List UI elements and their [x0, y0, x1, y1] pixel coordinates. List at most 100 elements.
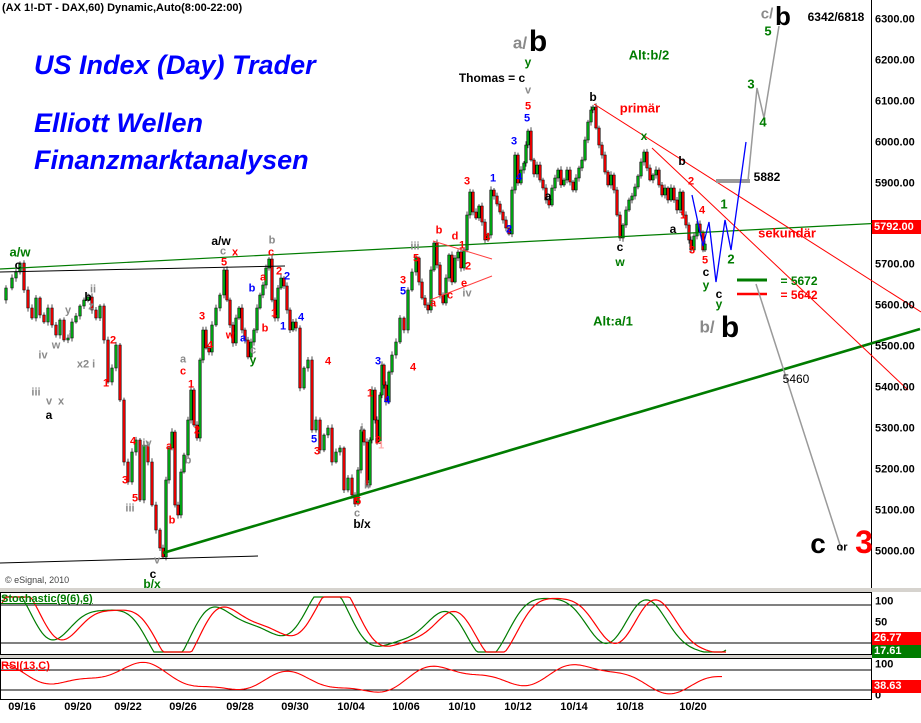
indicator-value-badge: 38.63 — [872, 680, 921, 693]
wave-label: 2 — [464, 260, 472, 273]
wave-label: 5 — [354, 495, 362, 508]
price-tick-label: 5500.00 — [875, 340, 915, 353]
wave-label: 5 — [220, 256, 228, 269]
date-tick-label: 09/26 — [169, 701, 197, 713]
wave-label: b/x — [143, 577, 161, 591]
wave-label: 4 — [324, 355, 332, 368]
chart-title: (AX 1!-DT - DAX,60) Dynamic,Auto(8:00-22… — [2, 2, 243, 14]
annotation-text: c — [810, 528, 826, 559]
indicator-axis-label: 100 — [875, 658, 894, 671]
wave-label: 1 — [102, 377, 110, 390]
wave-label: 1 — [679, 209, 687, 222]
wave-label: c — [353, 507, 361, 520]
wave-label: 3 — [688, 244, 696, 257]
date-tick-label: 09/16 — [8, 701, 36, 713]
wave-label: z — [88, 300, 94, 313]
wave-label: y — [702, 278, 710, 292]
annotation-text: Thomas = c — [458, 71, 526, 85]
indicator-axis-label: 100 — [875, 595, 894, 608]
wave-label: 1 — [377, 439, 385, 452]
wave-label: d — [451, 230, 459, 243]
wave-label: 3 — [399, 274, 407, 287]
wave-label: 5 — [399, 285, 407, 298]
rsi-indicator-label: RSI(13,C) — [1, 660, 50, 672]
wave-label: iv — [462, 287, 472, 300]
wave-label: a — [259, 271, 267, 284]
wave-label: c — [179, 365, 187, 378]
date-tick-label: 10/18 — [616, 701, 644, 713]
price-tick-label: 5100.00 — [875, 504, 915, 517]
wave-label: 1 — [187, 378, 195, 391]
price-tick-label: 5000.00 — [875, 545, 915, 558]
annotation-text: b — [775, 1, 791, 31]
wave-label: 5 — [523, 112, 531, 125]
wave-label: x — [57, 395, 65, 408]
wave-label: 2 — [374, 434, 382, 447]
wave-label: 3 — [747, 76, 755, 92]
annotation-text: 6342/6818 — [807, 10, 865, 24]
annotation-text: 5460 — [782, 372, 810, 386]
wave-label: a — [429, 297, 437, 310]
indicator-axis-label: 0 — [875, 689, 882, 702]
wave-label: 3 — [121, 474, 129, 487]
branding-line-1: US Index (Day) Trader — [34, 50, 316, 80]
price-tick-label: 5400.00 — [875, 381, 915, 394]
wave-label: w — [615, 255, 625, 269]
wave-label: 2 — [505, 223, 513, 236]
annotation-text: = 5642 — [780, 288, 818, 302]
stochastic-indicator-label: Stochastic(9(6),6) — [1, 593, 93, 605]
wave-label: 4 — [698, 204, 706, 217]
wave-label: 1 — [458, 239, 466, 252]
wave-label: 3 — [313, 445, 321, 458]
price-tick-label: 6000.00 — [875, 136, 915, 149]
wave-label: iv — [142, 437, 152, 450]
last-price-badge: 5792.00 — [872, 220, 921, 234]
wave-label: e — [460, 277, 468, 290]
wave-label: a — [669, 222, 677, 236]
date-tick-label: 10/14 — [560, 701, 588, 713]
price-tick-label: 5600.00 — [875, 299, 915, 312]
wave-label: 5 — [412, 252, 420, 265]
annotation-text: primär — [619, 100, 661, 116]
wave-label: c — [219, 245, 227, 258]
wave-label: b — [435, 224, 443, 237]
wave-label: c — [616, 240, 624, 254]
wave-label: b — [261, 322, 269, 335]
wave-label: 3 — [374, 355, 382, 368]
wave-label: ii — [363, 479, 371, 492]
wave-label: 5 — [764, 23, 772, 39]
wave-label: 2 — [275, 265, 283, 278]
annotation-text: = 5672 — [780, 274, 818, 288]
wave-label: b/x — [353, 517, 371, 531]
wave-label: 1 — [270, 307, 278, 320]
date-tick-label: 10/06 — [392, 701, 420, 713]
wave-label: a — [165, 440, 173, 453]
wave-label: a — [239, 332, 247, 345]
wave-label: 1 — [720, 196, 728, 212]
branding-line-3: Finanzmarktanalysen — [34, 145, 309, 175]
wave-label: a — [179, 353, 187, 366]
wave-label: 3 — [463, 175, 471, 188]
annotation-text: b — [528, 25, 548, 58]
annotation-text: b/ — [699, 317, 715, 337]
wave-label: iii — [410, 240, 420, 253]
wave-label: 1 — [489, 172, 497, 185]
wave-label: x — [231, 246, 239, 259]
copyright-watermark: © eSignal, 2010 — [5, 575, 70, 585]
wave-label: iii — [125, 502, 135, 515]
annotation-text: a/ — [512, 33, 528, 53]
price-tick-label: 6100.00 — [875, 95, 915, 108]
price-tick-label: 5300.00 — [875, 422, 915, 435]
annotation-text: sekundär — [758, 225, 816, 241]
wave-label: 4 — [759, 114, 767, 130]
wave-label: 5 — [310, 433, 318, 446]
annotation-text: 5882 — [753, 170, 781, 184]
wave-label: 4 — [383, 394, 391, 407]
wave-label: c — [267, 246, 275, 259]
wave-label: y — [249, 353, 257, 367]
date-tick-label: 10/10 — [448, 701, 476, 713]
wave-label: b — [84, 290, 92, 304]
indicator-value-badge: 26.77 — [872, 632, 921, 645]
